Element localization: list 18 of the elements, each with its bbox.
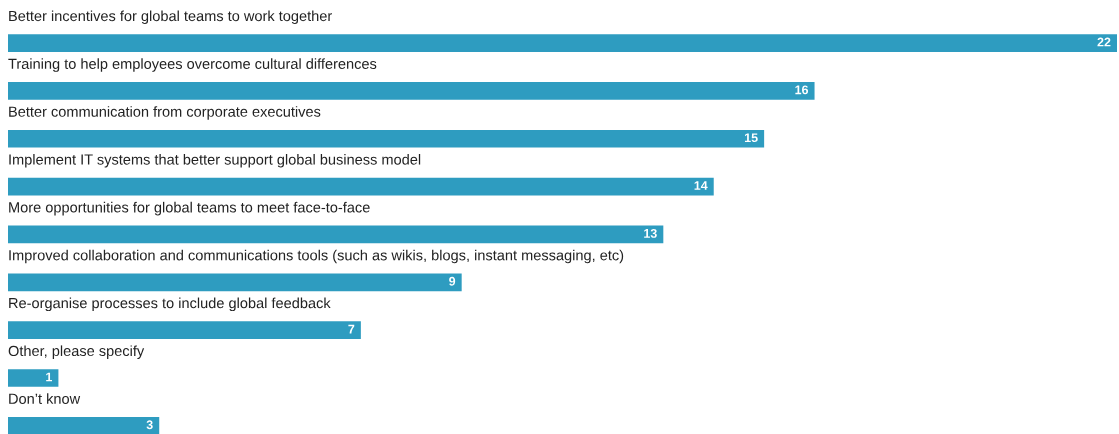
y-tick-label: Better incentives for global teams to work together (9, 10, 332, 25)
y-tick-label: Re-organise processes to include global feedback (9, 297, 331, 312)
data-label: 14 (694, 181, 708, 190)
y-tick-label: Don’t know (9, 393, 81, 404)
data-label: 22 (1097, 37, 1111, 47)
data-label: 9 (449, 276, 456, 286)
data-label: 1 (46, 372, 53, 382)
y-tick-label: Implement IT systems that better support global business model (9, 153, 421, 168)
data-label: 15 (744, 133, 758, 143)
y-tick-label: Better communication from corporate executives (9, 106, 321, 120)
y-tick-label: Improved collaboration and communications tools (such as wikis, blogs, instant messaging, etc) (9, 249, 624, 264)
data-label: 16 (795, 85, 809, 95)
y-tick-label: More opportunities for global teams to meet face-to-face (9, 201, 370, 216)
y-tick-label: Training to help employees overcome cultural differences (8, 58, 377, 72)
data-label: 13 (644, 228, 657, 238)
data-label: 7 (348, 324, 355, 334)
data-label: 3 (146, 420, 153, 430)
y-tick-label: Other, please specify (8, 345, 145, 359)
